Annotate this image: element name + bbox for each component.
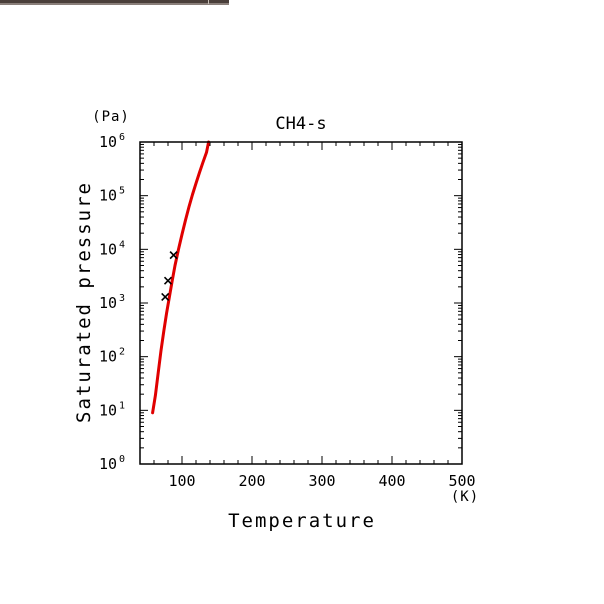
window-title-strip [0,0,229,3]
window-title-strip-shadow [0,3,229,5]
chart-title: CH4-s [275,114,326,134]
series-line [151,140,211,415]
x-tick-label: 400 [378,472,405,490]
y-tick-label: 10 [99,187,117,205]
data-point-marker [161,292,170,301]
marker-stroke [169,251,178,260]
x-tick-labels: 100 200 300 400 500 [168,472,475,490]
y-tick-exponent: 1 [119,400,125,411]
x-tick-label: 500 [448,472,475,490]
axis-ticks [140,141,463,465]
x-tick-label: 200 [238,472,265,490]
x-tick-label: 100 [168,472,195,490]
x-axis-title: Temperature [228,510,376,532]
y-tick-exponent: 6 [119,132,125,143]
y-tick-exponent: 5 [119,186,125,197]
y-tick-exponent: 0 [119,454,125,465]
y-axis-unit: (Pa) [92,109,130,125]
y-tick-exponent: 2 [119,347,125,358]
marker-stroke [161,292,170,301]
marker-stroke [163,276,173,285]
y-tick-exponent: 4 [119,239,125,250]
y-tick-label: 10 [99,348,117,366]
y-tick-label: 10 [99,294,117,312]
plot-frame [139,141,463,465]
y-tick-label: 10 [99,401,117,419]
y-tick-label: 10 [99,455,117,473]
x-axis-unit: (K) [451,489,479,505]
y-tick-label: 10 [99,133,117,151]
data-point-marker [163,276,173,285]
plot-area [151,140,211,415]
y-tick-exponent: 3 [119,293,125,304]
window-title-strip-notch [208,0,209,4]
x-tick-label: 300 [308,472,335,490]
data-point-marker [169,251,178,260]
y-axis-title: Saturated pressure [73,181,95,423]
y-tick-label: 10 [99,240,117,258]
